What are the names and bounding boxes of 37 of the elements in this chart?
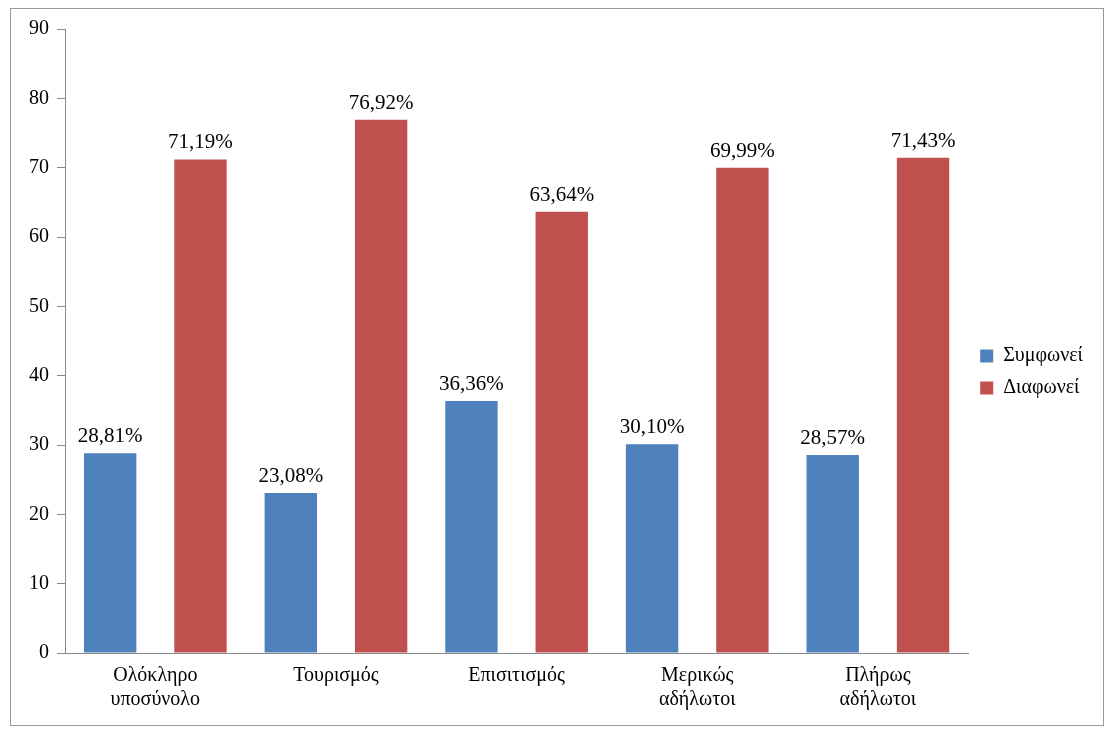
- data-label: 30,10%: [619, 414, 685, 439]
- x-tick-label: Τουρισμός: [293, 663, 379, 687]
- data-label: 23,08%: [258, 462, 324, 487]
- data-label: 76,92%: [348, 89, 414, 114]
- bar: [83, 453, 137, 653]
- y-tick-label: 90: [29, 16, 49, 39]
- legend-label: Συμφωνεί: [1003, 343, 1084, 367]
- y-tick-label: 80: [29, 85, 49, 108]
- data-label: 71,19%: [168, 129, 233, 154]
- data-label: 28,57%: [800, 424, 866, 449]
- x-tick-label: Πλήρως αδήλωτοι: [839, 663, 917, 711]
- y-tick-label: 40: [29, 362, 49, 385]
- bar: [535, 211, 588, 653]
- y-tick-label: 70: [29, 154, 49, 177]
- bar: [716, 167, 769, 653]
- y-tick-label: 0: [39, 640, 49, 663]
- y-tick-label: 60: [29, 224, 49, 247]
- bar: [174, 159, 227, 653]
- x-tick-label: Μερικώς αδήλωτοι: [658, 663, 737, 711]
- bar: [896, 157, 950, 653]
- y-tick-label: 30: [29, 432, 49, 455]
- x-tick-label: Ολόκληρο υποσύνολο: [110, 663, 201, 710]
- data-label: 71,43%: [890, 127, 956, 152]
- bar: [354, 119, 408, 653]
- data-label: 63,64%: [529, 181, 595, 206]
- data-label: 36,36%: [439, 370, 504, 395]
- y-tick-label: 20: [29, 501, 49, 524]
- data-label: 69,99%: [710, 137, 775, 162]
- bar: [445, 400, 498, 653]
- x-tick-label: Επισιτισμός: [468, 663, 566, 687]
- data-label: 28,81%: [77, 423, 143, 448]
- bar: [264, 492, 317, 653]
- bar: [625, 444, 679, 653]
- bar: [806, 454, 859, 653]
- y-tick-label: 50: [29, 293, 49, 316]
- legend-label: Διαφωνεί: [1003, 375, 1081, 399]
- y-tick-label: 10: [29, 570, 49, 593]
